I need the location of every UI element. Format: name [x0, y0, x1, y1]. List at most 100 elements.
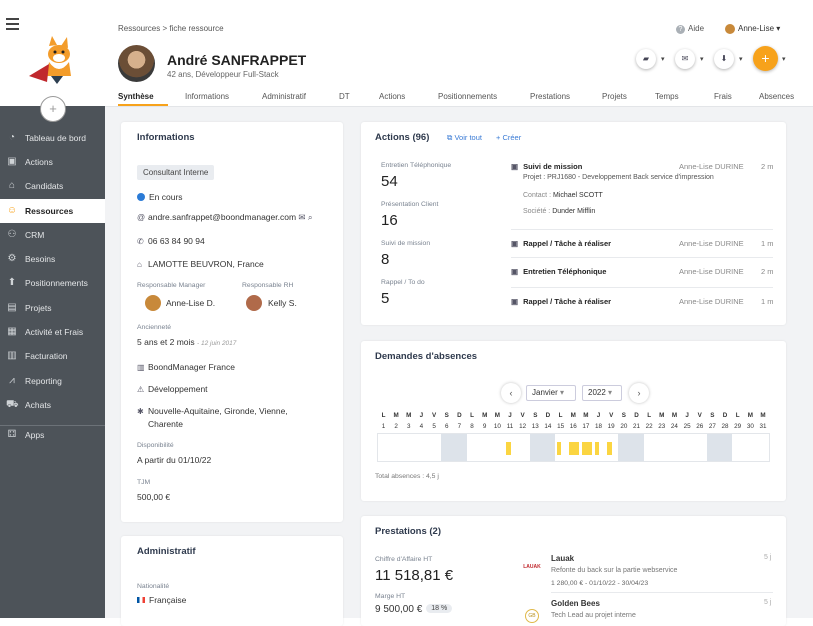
action-item[interactable]: ▣ Rappel / Tâche à réaliser — [511, 239, 611, 248]
absence-mark[interactable] — [594, 442, 600, 455]
year-select[interactable]: 2022 ▾ — [582, 385, 622, 401]
mail-icon: ✉ — [681, 54, 689, 63]
dispo-label: Disponibilité — [137, 442, 174, 449]
absence-mark[interactable] — [506, 442, 511, 455]
prev-month-button[interactable]: ‹ — [501, 383, 521, 403]
anciennete-value: 5 ans et 2 mois - 12 juin 2017 — [137, 337, 237, 347]
sidebar-item-candidats[interactable]: ⌂ Candidats — [0, 174, 105, 198]
sidebar-item-label: Facturation — [25, 351, 68, 361]
actions-card: Actions (96) ⧉ Voir tout + Créer Entreti… — [361, 122, 786, 325]
sidebar-item-positionnements[interactable]: ⬆ Positionnements — [0, 271, 105, 295]
rh-name[interactable]: Kelly S. — [268, 298, 297, 308]
breadcrumb[interactable]: Ressources > fiche ressource — [118, 24, 224, 33]
action-type: Rappel / Tâche à réaliser — [523, 239, 612, 248]
marge-label: Marge HT — [375, 593, 406, 600]
card-title: Actions (96) — [375, 132, 430, 143]
month-select[interactable]: Janvier ▾ — [526, 385, 576, 401]
prestation-client[interactable]: Lauak — [551, 554, 575, 563]
sidebar-item-besoins[interactable]: ⚙ Besoins — [0, 247, 105, 271]
page-subtitle: 42 ans, Développeur Full-Stack — [167, 70, 279, 79]
chevron-down-icon[interactable]: ▾ — [739, 56, 743, 63]
ca-label: Chiffre d'Affaire HT — [375, 556, 433, 563]
hamburger-menu-icon[interactable] — [6, 18, 19, 30]
day-number: 15 — [557, 423, 565, 430]
user-menu[interactable]: Anne-Lise ▾ — [725, 24, 780, 34]
action-owner: Anne-Lise DURINE — [679, 239, 744, 248]
manager-name[interactable]: Anne-Lise D. — [166, 298, 216, 308]
download-button[interactable]: ⬇ — [714, 49, 734, 69]
tab-prestations[interactable]: Prestations — [530, 92, 571, 101]
tab-frais[interactable]: Frais — [714, 92, 732, 101]
sidebar-item-projets[interactable]: ▤ Projets — [0, 296, 105, 320]
sidebar-item-reporting[interactable]: ⩘ Reporting — [0, 369, 105, 393]
tab-positionnements[interactable]: Positionnements — [438, 92, 498, 101]
at-icon: @ — [137, 213, 146, 222]
region-row: ✱ Nouvelle-Aquitaine, Gironde, Vienne, — [137, 406, 288, 416]
active-tab-underline — [118, 104, 168, 106]
sidebar-item-crm[interactable]: ⚇ CRM — [0, 223, 105, 247]
creer-link[interactable]: + Créer — [496, 133, 522, 142]
avatar — [118, 45, 155, 82]
chevron-down-icon[interactable]: ▾ — [782, 56, 786, 63]
phone-link[interactable]: 06 63 84 90 94 — [148, 236, 205, 246]
sidebar-item-facturation[interactable]: ▥ Facturation — [0, 344, 105, 368]
tab-informations[interactable]: Informations — [185, 92, 230, 101]
add-button[interactable]: + — [40, 96, 66, 122]
tab-dt[interactable]: DT — [339, 92, 350, 101]
tab-projets[interactable]: Projets — [602, 92, 627, 101]
sidebar-item-ressources[interactable]: ☺ Ressources — [0, 199, 105, 223]
total-absences: Total absences : 4,5 j — [375, 473, 439, 480]
sidebar: + ◔ Tableau de bord ▣ Actions ⌂ Candidats ☺ Res… — [0, 0, 105, 618]
action-item[interactable]: ▣ Suivi de mission — [511, 162, 582, 171]
sidebar-item-activit-et-frais[interactable]: ▦ Activité et Frais — [0, 320, 105, 344]
sidebar-item-label: Projets — [25, 303, 52, 313]
search-icon[interactable]: ⌕ — [307, 212, 313, 222]
day-letter: S — [533, 412, 538, 419]
absence-mark[interactable] — [607, 442, 612, 455]
sidebar-item-achats[interactable]: ⛟ Achats — [0, 393, 105, 417]
day-number: 23 — [658, 423, 666, 430]
absence-mark[interactable] — [569, 442, 579, 455]
add-action-button[interactable]: + — [753, 46, 778, 71]
chevron-down-icon[interactable]: ▾ — [700, 56, 704, 63]
day-number: 7 — [457, 423, 462, 430]
chat-button[interactable]: ▰ — [636, 49, 656, 69]
next-month-button[interactable]: › — [629, 383, 649, 403]
tab-absences[interactable]: Absences — [759, 92, 795, 101]
help-link[interactable]: ? Aide — [676, 24, 704, 34]
rh-label: Responsable RH — [242, 282, 294, 289]
action-owner: Anne-Lise DURINE — [679, 267, 744, 276]
day-number: 19 — [607, 423, 615, 430]
voir-tout-link[interactable]: ⧉ Voir tout — [447, 133, 482, 142]
sidebar-item-tableau-de-bord[interactable]: ◔ Tableau de bord — [0, 126, 105, 150]
email-button[interactable]: ✉ — [675, 49, 695, 69]
action-stat-label: Entretien Téléphonique — [381, 162, 452, 169]
sidebar-item-actions[interactable]: ▣ Actions — [0, 150, 105, 174]
prestation-desc: Refonte du back sur la partie webservice — [551, 567, 678, 574]
sidebar-item-label: Besoins — [25, 254, 56, 264]
day-letter: L — [558, 412, 563, 419]
prestation-client[interactable]: Golden Bees — [551, 599, 600, 608]
absence-mark[interactable] — [556, 442, 562, 455]
day-number: 10 — [493, 423, 501, 430]
absence-mark[interactable] — [581, 442, 592, 455]
tab-actions[interactable]: Actions — [379, 92, 406, 101]
absences-card: Demandes d'absences ‹ Janvier ▾ 2022 ▾ ›… — [361, 341, 786, 501]
chevron-down-icon[interactable]: ▾ — [661, 56, 665, 63]
action-contact: Contact : Michael SCOTT — [523, 192, 603, 199]
email-link[interactable]: andre.sanfrappet@boondmanager.com — [148, 212, 297, 222]
manager-avatar — [145, 295, 161, 311]
tab-synth-se[interactable]: Synthèse — [118, 92, 154, 101]
tab-temps[interactable]: Temps — [655, 92, 679, 101]
positioning-icon: ⬆ — [7, 277, 17, 288]
action-item[interactable]: ▣ Entretien Téléphonique — [511, 267, 606, 276]
sidebar-item-apps[interactable]: ⚃ Apps — [0, 423, 105, 447]
action-stat-label: Présentation Client — [381, 201, 439, 208]
action-item[interactable]: ▣ Rappel / Tâche à réaliser — [511, 297, 611, 306]
resource-header: Ressources > fiche ressource ? Aide Anne-… — [105, 0, 813, 107]
day-letter: S — [621, 412, 626, 419]
tab-administratif[interactable]: Administratif — [262, 92, 307, 101]
status: En cours — [137, 192, 183, 202]
mail-icon[interactable]: ✉ — [298, 212, 306, 222]
day-number: 6 — [444, 423, 449, 430]
